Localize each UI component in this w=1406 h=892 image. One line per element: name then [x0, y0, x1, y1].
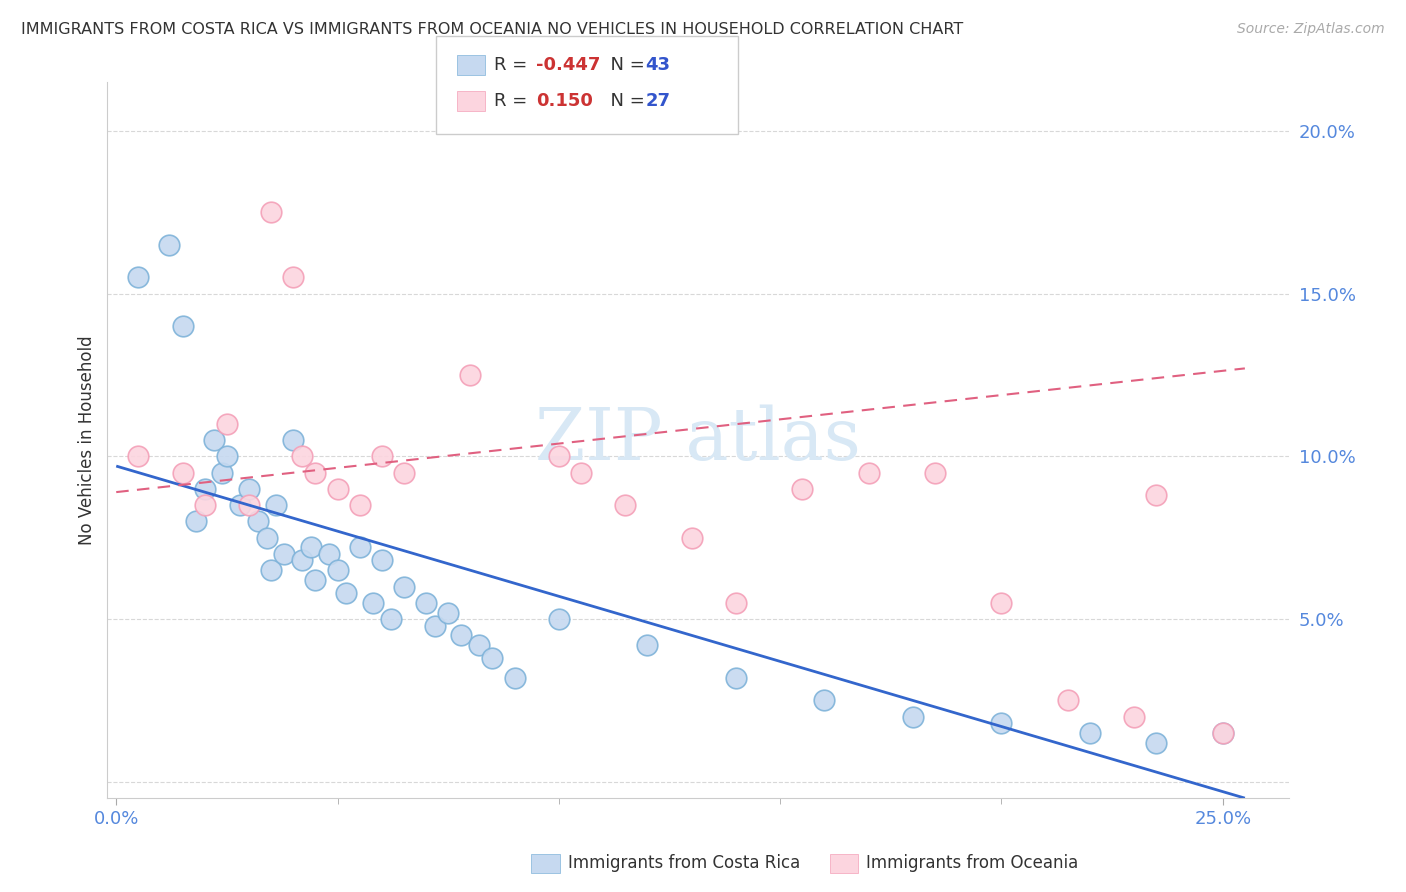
- Point: [349, 498, 371, 512]
- Point: [460, 368, 482, 382]
- Point: [547, 450, 569, 464]
- Point: [481, 651, 503, 665]
- Point: [304, 466, 326, 480]
- Text: 27: 27: [645, 92, 671, 110]
- Point: [371, 553, 394, 567]
- Point: [264, 498, 287, 512]
- Point: [990, 596, 1012, 610]
- Point: [202, 433, 225, 447]
- Point: [229, 498, 252, 512]
- Point: [614, 498, 637, 512]
- Point: [211, 466, 233, 480]
- Point: [246, 515, 269, 529]
- Point: [215, 450, 238, 464]
- Point: [1144, 736, 1167, 750]
- Point: [569, 466, 592, 480]
- Point: [392, 580, 415, 594]
- Point: [636, 638, 658, 652]
- Point: [1078, 726, 1101, 740]
- Point: [415, 596, 437, 610]
- Point: [184, 515, 207, 529]
- Point: [681, 531, 703, 545]
- Point: [724, 596, 747, 610]
- Text: R =: R =: [494, 92, 533, 110]
- Point: [990, 716, 1012, 731]
- Text: R =: R =: [494, 56, 533, 74]
- Point: [283, 433, 305, 447]
- Text: Immigrants from Costa Rica: Immigrants from Costa Rica: [568, 855, 800, 872]
- Text: IMMIGRANTS FROM COSTA RICA VS IMMIGRANTS FROM OCEANIA NO VEHICLES IN HOUSEHOLD C: IMMIGRANTS FROM COSTA RICA VS IMMIGRANTS…: [21, 22, 963, 37]
- Y-axis label: No Vehicles in Household: No Vehicles in Household: [79, 335, 96, 545]
- Point: [1123, 710, 1146, 724]
- Point: [326, 563, 349, 577]
- Point: [901, 710, 924, 724]
- Point: [392, 466, 415, 480]
- Point: [194, 482, 217, 496]
- Point: [924, 466, 946, 480]
- Point: [423, 618, 446, 632]
- Point: [547, 612, 569, 626]
- Text: Source: ZipAtlas.com: Source: ZipAtlas.com: [1237, 22, 1385, 37]
- Point: [335, 586, 357, 600]
- Point: [304, 573, 326, 587]
- Point: [256, 531, 278, 545]
- Text: 43: 43: [645, 56, 671, 74]
- Point: [194, 498, 217, 512]
- Point: [273, 547, 295, 561]
- Point: [215, 417, 238, 431]
- Text: N =: N =: [599, 92, 651, 110]
- Point: [318, 547, 340, 561]
- Point: [792, 482, 814, 496]
- Point: [260, 205, 283, 219]
- Point: [371, 450, 394, 464]
- Point: [813, 693, 835, 707]
- Text: 0.150: 0.150: [536, 92, 592, 110]
- Point: [724, 671, 747, 685]
- Point: [450, 628, 472, 642]
- Point: [437, 606, 460, 620]
- Point: [172, 319, 194, 334]
- Point: [1212, 726, 1234, 740]
- Point: [172, 466, 194, 480]
- Text: -0.447: -0.447: [536, 56, 600, 74]
- Point: [380, 612, 402, 626]
- Point: [361, 596, 384, 610]
- Point: [238, 482, 260, 496]
- Point: [127, 450, 149, 464]
- Point: [157, 237, 180, 252]
- Point: [1144, 488, 1167, 502]
- Text: Immigrants from Oceania: Immigrants from Oceania: [866, 855, 1078, 872]
- Text: N =: N =: [599, 56, 651, 74]
- Point: [238, 498, 260, 512]
- Point: [1056, 693, 1078, 707]
- Point: [127, 270, 149, 285]
- Point: [858, 466, 880, 480]
- Point: [291, 450, 314, 464]
- Point: [260, 563, 283, 577]
- Point: [349, 541, 371, 555]
- Point: [291, 553, 314, 567]
- Text: ZIP atlas: ZIP atlas: [536, 405, 862, 475]
- Point: [503, 671, 526, 685]
- Point: [1212, 726, 1234, 740]
- Point: [283, 270, 305, 285]
- Point: [299, 541, 322, 555]
- Point: [326, 482, 349, 496]
- Point: [468, 638, 491, 652]
